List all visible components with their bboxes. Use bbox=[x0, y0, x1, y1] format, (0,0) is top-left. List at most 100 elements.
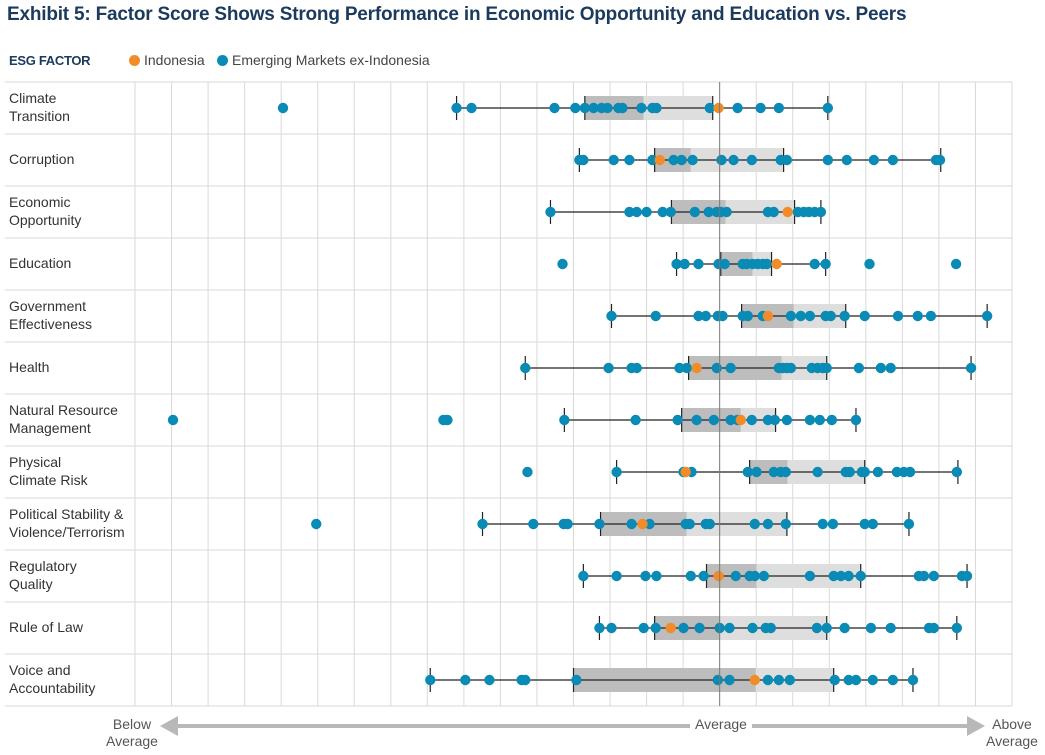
peer-dot bbox=[780, 518, 792, 530]
peer-dot bbox=[872, 466, 884, 478]
chart-title: Exhibit 5: Factor Score Shows Strong Per… bbox=[7, 4, 907, 25]
peer-dot bbox=[693, 258, 704, 270]
peer-dot bbox=[603, 362, 614, 374]
peer-dot bbox=[167, 414, 179, 426]
peer-dot bbox=[887, 154, 899, 166]
legend-label-emerging-markets: Emerging Markets ex-Indonesia bbox=[232, 52, 430, 68]
indonesia-dot bbox=[691, 362, 702, 374]
peer-dot bbox=[588, 102, 599, 114]
peer-dot bbox=[665, 206, 676, 218]
indonesia-dot bbox=[665, 622, 676, 634]
peer-dot bbox=[689, 206, 701, 218]
peer-dot bbox=[749, 518, 760, 530]
peer-dot bbox=[578, 570, 589, 582]
peer-dot bbox=[631, 362, 642, 374]
peer-dot bbox=[934, 154, 946, 166]
row-label: Climate Transition bbox=[9, 90, 70, 124]
peer-dot bbox=[651, 570, 662, 582]
peer-dot bbox=[928, 622, 940, 634]
row-label: Health bbox=[9, 359, 50, 375]
peer-dot bbox=[867, 674, 878, 686]
peer-dot bbox=[928, 570, 940, 582]
peer-dot bbox=[746, 414, 758, 426]
indonesia-dot bbox=[654, 154, 665, 166]
peer-dot bbox=[602, 102, 613, 114]
legend-dot-emerging-markets-icon bbox=[217, 54, 228, 66]
peer-dot bbox=[811, 622, 823, 634]
peer-dot bbox=[843, 570, 854, 582]
peer-dot bbox=[650, 622, 661, 634]
indonesia-dot bbox=[680, 466, 691, 478]
peer-dot bbox=[693, 310, 704, 322]
peer-dot bbox=[562, 518, 573, 530]
peer-dot bbox=[724, 622, 735, 634]
peer-dot bbox=[749, 570, 760, 582]
peer-dot bbox=[839, 622, 850, 634]
peer-dot bbox=[742, 466, 754, 478]
legend-item-emerging-markets: Emerging Markets ex-Indonesia bbox=[217, 52, 430, 68]
peer-dot bbox=[678, 622, 689, 634]
peer-dot bbox=[657, 206, 668, 218]
peer-dot bbox=[528, 518, 539, 530]
peer-dot bbox=[311, 518, 322, 530]
peer-dot bbox=[724, 674, 735, 686]
peer-dot bbox=[814, 414, 825, 426]
peer-dot bbox=[951, 466, 963, 478]
peer-dot bbox=[804, 570, 816, 582]
peer-dot bbox=[594, 518, 605, 530]
legend: ESG FACTOR Indonesia Emerging Markets ex… bbox=[0, 50, 1045, 72]
peer-dot bbox=[853, 362, 865, 374]
peer-dot bbox=[520, 674, 531, 686]
peer-dot bbox=[698, 570, 709, 582]
peer-dot bbox=[522, 466, 533, 478]
row-label: Rule of Law bbox=[9, 619, 83, 635]
legend-dot-indonesia-icon bbox=[129, 54, 140, 66]
peer-dot bbox=[719, 258, 730, 270]
peer-dot bbox=[694, 622, 705, 634]
peer-dot bbox=[691, 414, 702, 426]
peer-dot bbox=[704, 518, 716, 530]
peer-dot bbox=[624, 206, 635, 218]
peer-dot bbox=[721, 206, 732, 218]
peer-dot bbox=[784, 674, 796, 686]
indonesia-dot bbox=[762, 310, 774, 322]
peer-dot bbox=[638, 622, 649, 634]
peer-dot bbox=[887, 674, 899, 686]
peer-dot bbox=[828, 570, 839, 582]
peer-dot bbox=[651, 102, 662, 114]
row-label: Voice and Accountability bbox=[9, 662, 96, 696]
peer-dot bbox=[594, 622, 605, 634]
peer-dot bbox=[785, 310, 797, 322]
peer-dot bbox=[685, 570, 696, 582]
indonesia-dot bbox=[713, 102, 724, 114]
peer-dot bbox=[809, 258, 820, 270]
peer-dot bbox=[717, 310, 728, 322]
peer-dot bbox=[892, 310, 904, 322]
peer-dot bbox=[822, 154, 834, 166]
peer-dot bbox=[768, 206, 779, 218]
peer-dot bbox=[755, 102, 766, 114]
peer-dot bbox=[545, 206, 556, 218]
peer-dot bbox=[571, 674, 582, 686]
peer-dot bbox=[815, 206, 827, 218]
peer-dot bbox=[885, 622, 896, 634]
peer-dot bbox=[773, 674, 785, 686]
peer-dot bbox=[626, 518, 637, 530]
peer-dot bbox=[484, 674, 495, 686]
peer-dot bbox=[867, 518, 878, 530]
peer-dot bbox=[762, 518, 774, 530]
peer-dot bbox=[676, 154, 687, 166]
peer-dot bbox=[641, 206, 652, 218]
peer-dot bbox=[859, 466, 870, 478]
peer-dot bbox=[732, 102, 743, 114]
peer-dot bbox=[951, 622, 963, 634]
peer-dot bbox=[965, 362, 977, 374]
peer-dot bbox=[611, 570, 622, 582]
peer-dot bbox=[855, 570, 866, 582]
row-label: Economic Opportunity bbox=[9, 194, 82, 228]
legend-header: ESG FACTOR bbox=[9, 53, 91, 68]
peer-dot bbox=[825, 310, 836, 322]
peer-dot bbox=[868, 154, 880, 166]
peer-dot bbox=[950, 258, 962, 270]
peer-dot bbox=[829, 674, 840, 686]
